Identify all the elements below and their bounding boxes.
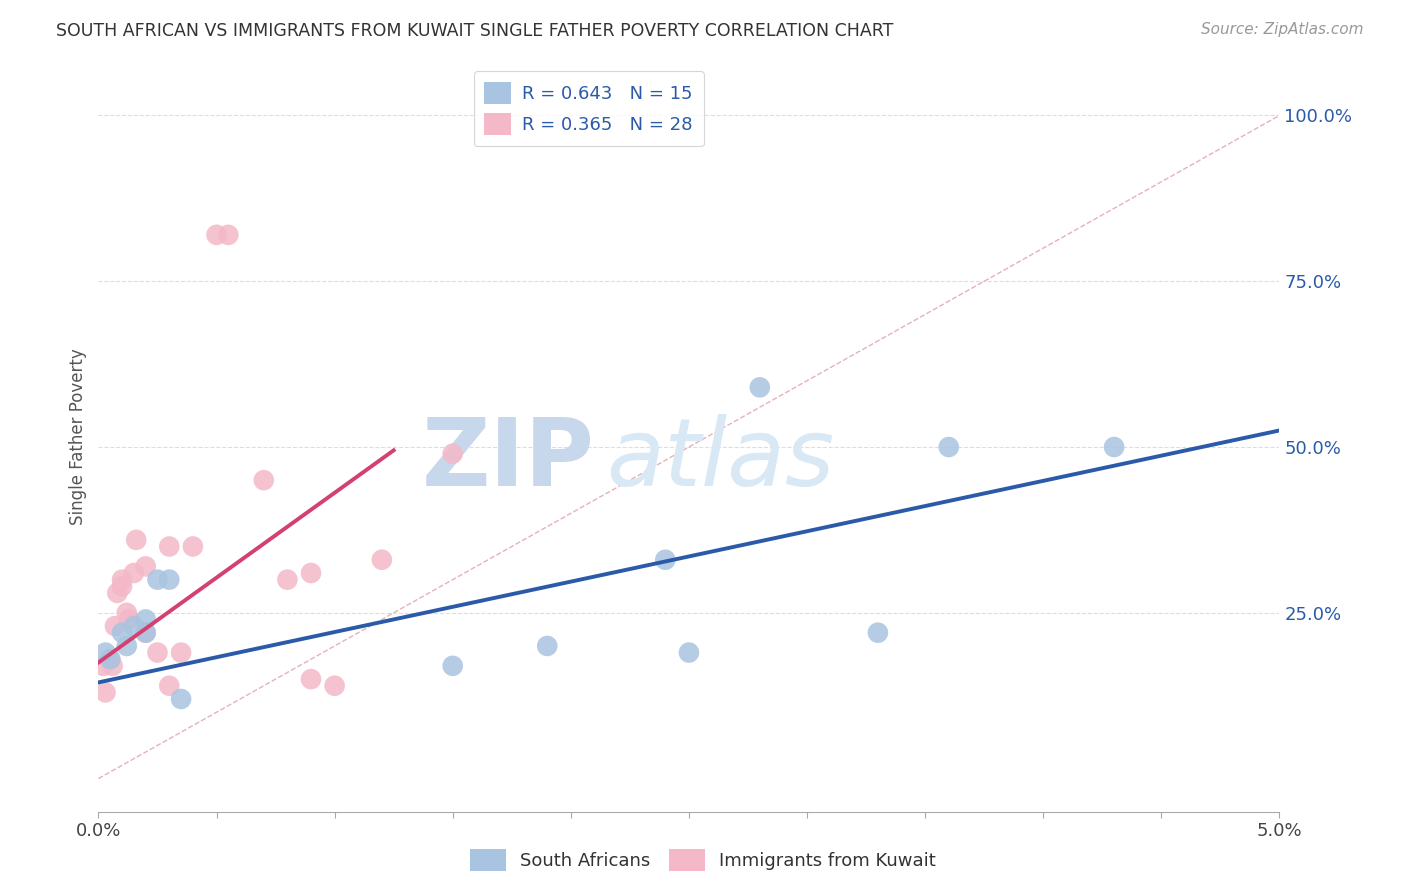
Text: ZIP: ZIP	[422, 414, 595, 506]
Point	[157, 679, 180, 693]
Point	[157, 540, 180, 554]
Point	[122, 566, 145, 580]
Point	[146, 573, 169, 587]
Point	[253, 473, 276, 487]
Point	[111, 625, 134, 640]
Point	[938, 440, 960, 454]
Point	[101, 658, 124, 673]
Text: Source: ZipAtlas.com: Source: ZipAtlas.com	[1201, 22, 1364, 37]
Point	[135, 625, 157, 640]
Point	[98, 652, 121, 666]
Point	[170, 646, 193, 660]
Point	[170, 692, 193, 706]
Point	[217, 227, 239, 242]
Point	[866, 625, 889, 640]
Legend: South Africans, Immigrants from Kuwait: South Africans, Immigrants from Kuwait	[463, 842, 943, 879]
Point	[135, 559, 157, 574]
Point	[441, 447, 464, 461]
Point	[104, 619, 127, 633]
Point	[323, 679, 346, 693]
Point	[1102, 440, 1125, 454]
Point	[441, 658, 464, 673]
Point	[135, 612, 157, 626]
Point	[122, 619, 145, 633]
Point	[98, 652, 121, 666]
Point	[135, 625, 157, 640]
Point	[181, 540, 204, 554]
Point	[94, 646, 117, 660]
Point	[371, 553, 394, 567]
Point	[299, 566, 322, 580]
Point	[91, 658, 114, 673]
Point	[125, 533, 148, 547]
Point	[115, 639, 138, 653]
Point	[146, 646, 169, 660]
Point	[157, 573, 180, 587]
Point	[111, 579, 134, 593]
Point	[205, 227, 228, 242]
Point	[105, 586, 128, 600]
Point	[654, 553, 676, 567]
Point	[115, 606, 138, 620]
Point	[276, 573, 298, 587]
Point	[748, 380, 770, 394]
Point	[111, 573, 134, 587]
Point	[678, 646, 700, 660]
Point	[299, 672, 322, 686]
Point	[94, 685, 117, 699]
Point	[118, 612, 141, 626]
Text: atlas: atlas	[606, 414, 835, 505]
Legend: R = 0.643   N = 15, R = 0.365   N = 28: R = 0.643 N = 15, R = 0.365 N = 28	[474, 71, 703, 146]
Y-axis label: Single Father Poverty: Single Father Poverty	[69, 349, 87, 525]
Point	[536, 639, 558, 653]
Text: SOUTH AFRICAN VS IMMIGRANTS FROM KUWAIT SINGLE FATHER POVERTY CORRELATION CHART: SOUTH AFRICAN VS IMMIGRANTS FROM KUWAIT …	[56, 22, 894, 40]
